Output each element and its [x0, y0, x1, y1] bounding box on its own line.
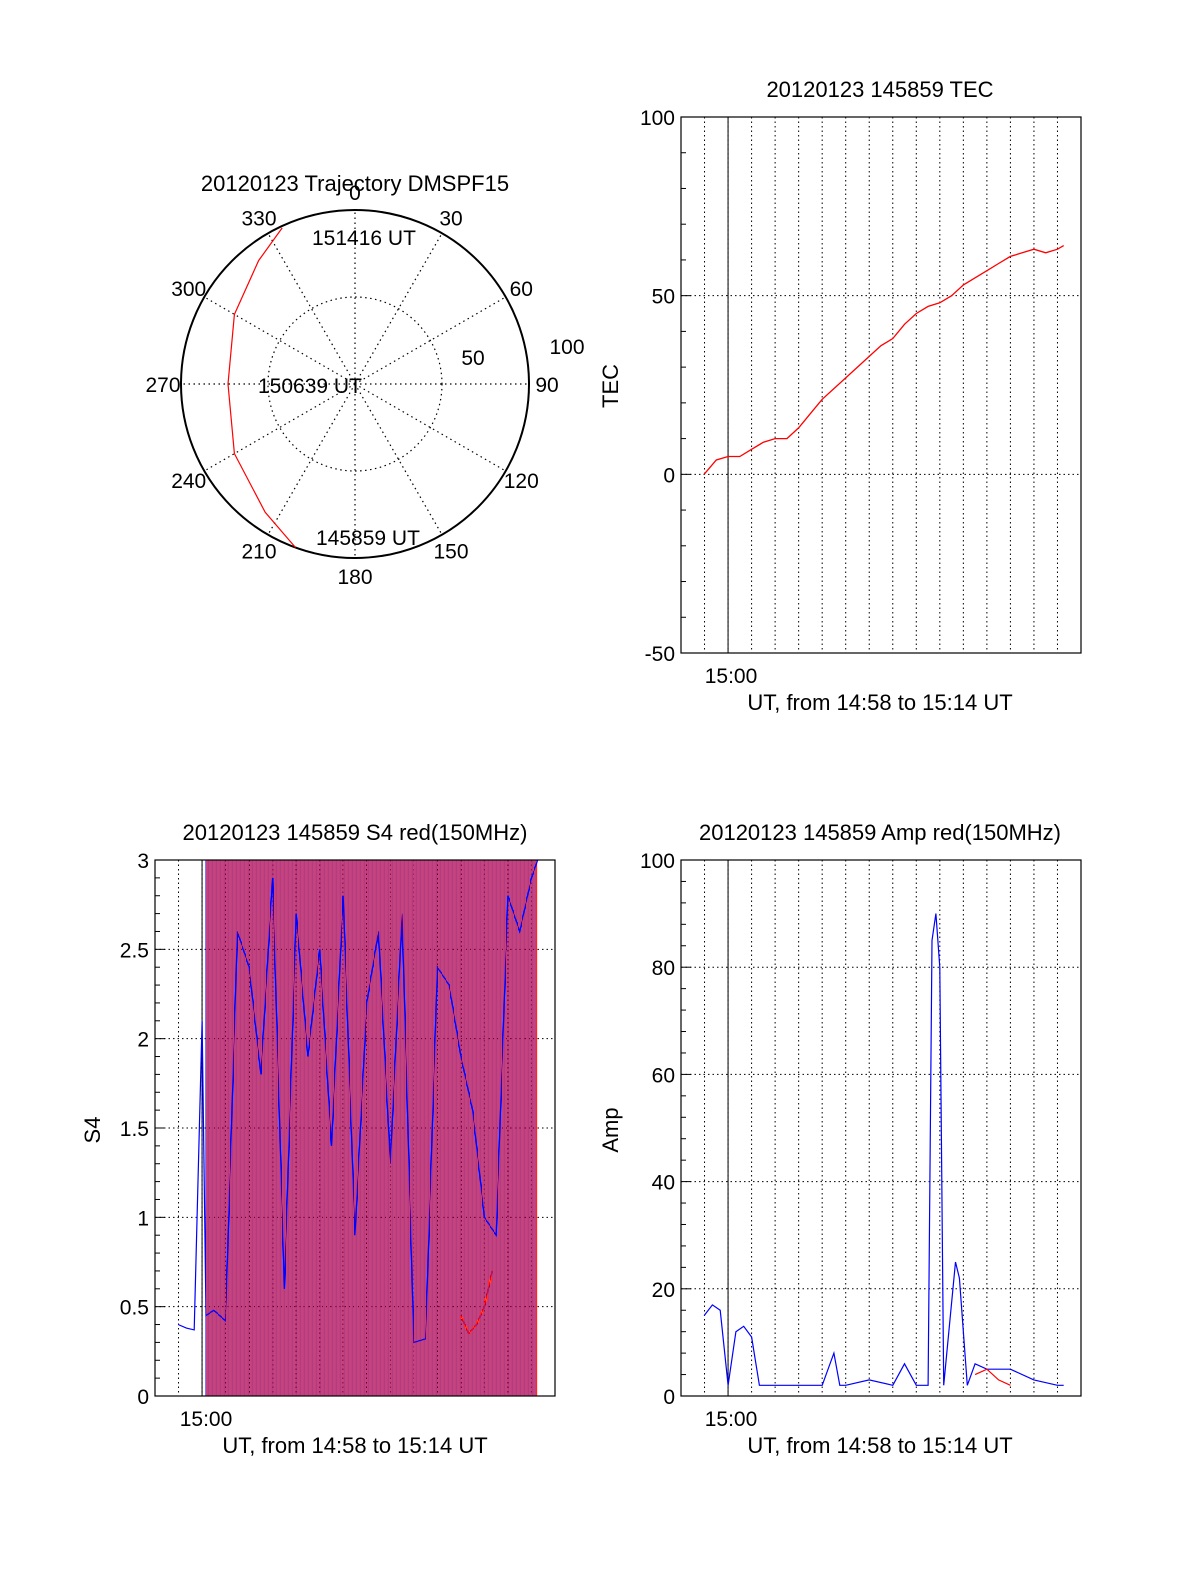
polar-angle-label: 150 [433, 540, 468, 563]
tec-x-label: UT, from 14:58 to 15:14 UT [747, 690, 1012, 715]
s4-y-tick-label: 0 [137, 1386, 149, 1409]
amp-y-tick-label: 60 [652, 1064, 675, 1087]
polar-angle-labels: 0 30 60 90 120 150 180 210 240 270 300 330 [145, 182, 558, 589]
s4-y-tick-label: 1 [137, 1207, 149, 1230]
amp-y-ticks: 0 20 40 60 80 100 [640, 850, 691, 1409]
polar-angle-label: 0 [349, 182, 361, 205]
polar-angle-label: 120 [504, 470, 539, 493]
s4-y-tick-label: 2.5 [120, 939, 149, 962]
amp-y-tick-label: 20 [652, 1279, 675, 1302]
amp-title: 20120123 145859 Amp red(150MHz) [699, 820, 1061, 845]
s4-y-tick-label: 2 [137, 1029, 149, 1052]
tec-series-line [703, 245, 1065, 475]
polar-outer-circle [180, 209, 530, 559]
amp-blue-series-line [703, 913, 1064, 1386]
polar-title: 20120123 Trajectory DMSPF15 [201, 171, 509, 196]
tec-x-tick-label: 15:00 [705, 665, 758, 688]
s4-x-tick-label: 15:00 [180, 1408, 233, 1431]
amp-grid [681, 860, 1081, 1396]
s4-y-tick-label: 3 [137, 850, 149, 873]
polar-angle-label: 90 [535, 374, 558, 397]
polar-annotation-end: 151416 UT [312, 227, 416, 250]
tec-y-tick-label: 50 [652, 286, 675, 309]
amp-x-label: UT, from 14:58 to 15:14 UT [747, 1433, 1012, 1458]
tec-y-tick-label: 100 [640, 107, 675, 130]
polar-spoke [204, 383, 356, 472]
polar-spoke [354, 296, 506, 385]
tec-y-label: TEC [598, 364, 623, 408]
polar-angle-label: 60 [510, 278, 533, 301]
polar-angle-label: 210 [241, 540, 276, 563]
tec-y-tick-label: 0 [663, 464, 675, 487]
polar-radial-label-100: 100 [549, 336, 584, 359]
s4-y-tick-label: 0.5 [120, 1297, 149, 1320]
amp-y-label: Amp [598, 1107, 623, 1152]
s4-blue-series-line [177, 859, 539, 1344]
polar-angle-label: 30 [439, 208, 462, 231]
polar-spoke [354, 233, 443, 385]
tec-plot-frame [680, 116, 1082, 654]
polar-grid [181, 210, 529, 558]
trajectory-polar-chart: 20120123 Trajectory DMSPF15 0 30 60 90 120 15… [145, 171, 584, 589]
polar-spoke [354, 383, 506, 472]
polar-angle-label: 330 [241, 208, 276, 231]
amp-y-tick-label: 80 [652, 957, 675, 980]
polar-annotation-start: 145859 UT [316, 527, 420, 550]
polar-trajectory-line [227, 227, 296, 548]
s4-y-label: S4 [80, 1117, 105, 1144]
amp-y-tick-label: 100 [640, 850, 675, 873]
polar-inner-circle [267, 296, 443, 472]
s4-plot-frame [154, 859, 556, 1397]
tec-y-ticks: -50 0 50 100 [640, 107, 691, 666]
s4-chart: 20120123 145859 S4 red(150MHz) 0 0.5 1 1.5 2… [80, 820, 556, 1458]
s4-red-spikes [205, 860, 538, 1396]
amp-plot-frame [680, 859, 1082, 1397]
tec-chart: 20120123 145859 TEC -50 0 50 100 15:00 UT, … [598, 77, 1082, 715]
s4-y-ticks: 0 0.5 1 1.5 2 2.5 3 [120, 850, 165, 1409]
polar-spoke [354, 383, 443, 535]
polar-angle-label: 180 [337, 566, 372, 589]
polar-spoke [267, 233, 356, 385]
s4-red-series-line [460, 1270, 493, 1335]
polar-radial-label-50: 50 [461, 347, 484, 370]
polar-annotation-middle: 150639 UT [258, 375, 362, 398]
amp-red-series-line [974, 1368, 1011, 1386]
tec-grid [681, 117, 1081, 653]
tec-title: 20120123 145859 TEC [766, 77, 993, 102]
s4-y-tick-label: 1.5 [120, 1118, 149, 1141]
polar-angle-label: 270 [145, 374, 180, 397]
polar-spoke [204, 296, 356, 385]
polar-spoke [267, 383, 356, 535]
amp-x-tick-label: 15:00 [705, 1408, 758, 1431]
polar-angle-label: 300 [171, 278, 206, 301]
amp-y-tick-label: 0 [663, 1386, 675, 1409]
tec-y-tick-label: -50 [645, 643, 675, 666]
polar-angle-label: 240 [171, 470, 206, 493]
s4-title: 20120123 145859 S4 red(150MHz) [183, 820, 528, 845]
amp-chart: 20120123 145859 Amp red(150MHz) 0 20 40 60 8… [598, 820, 1082, 1458]
amp-y-tick-label: 40 [652, 1172, 675, 1195]
s4-x-label: UT, from 14:58 to 15:14 UT [222, 1433, 487, 1458]
